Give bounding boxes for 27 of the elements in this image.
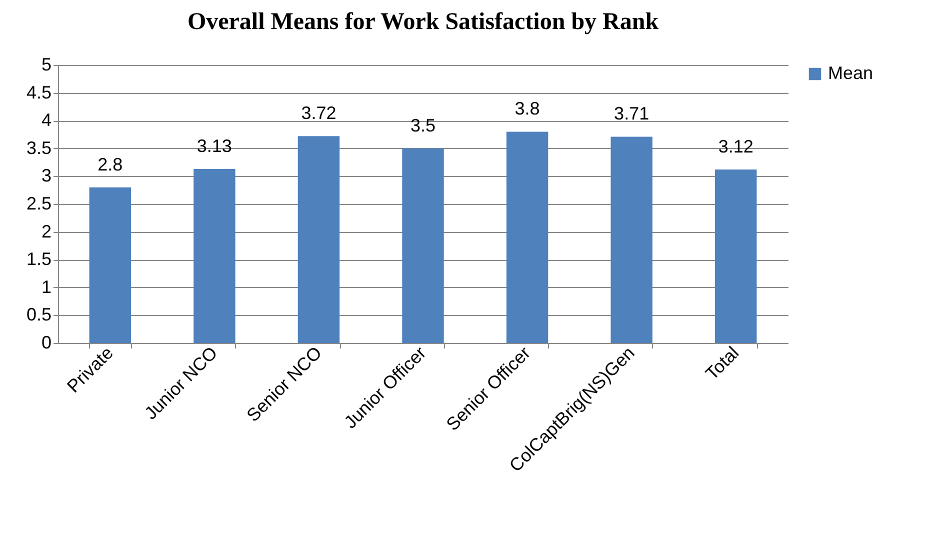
y-tick-label: 4.5: [26, 82, 52, 102]
data-label: 3.72: [301, 103, 336, 124]
y-tick-label: 5: [41, 54, 52, 74]
data-label: 3.8: [514, 98, 540, 119]
chart-title: Overall Means for Work Satisfaction by Rank: [187, 9, 660, 35]
y-tick-label: 1.5: [26, 249, 52, 270]
y-tick-label: 2: [41, 221, 52, 242]
y-tick-label: 2.5: [26, 194, 52, 214]
bar: [715, 170, 757, 343]
data-label: 3.5: [410, 115, 436, 136]
data-label: 2.8: [98, 154, 123, 174]
legend-label: Mean: [828, 63, 874, 83]
bar: [402, 148, 444, 343]
data-label: 3.12: [718, 136, 754, 157]
y-tick-label: 0.5: [26, 304, 52, 325]
data-label: 3.71: [614, 104, 650, 124]
bar: [298, 136, 340, 343]
bar: [506, 132, 548, 343]
bar: [89, 187, 131, 343]
y-tick-label: 0: [41, 332, 52, 352]
y-tick-label: 1: [41, 276, 52, 297]
y-tick-label: 3.5: [26, 138, 52, 158]
bar: [610, 136, 652, 343]
y-tick-label: 4: [41, 110, 52, 130]
bar: [194, 168, 236, 343]
data-label: 3.13: [196, 136, 232, 156]
y-tick-label: 3: [41, 166, 52, 186]
